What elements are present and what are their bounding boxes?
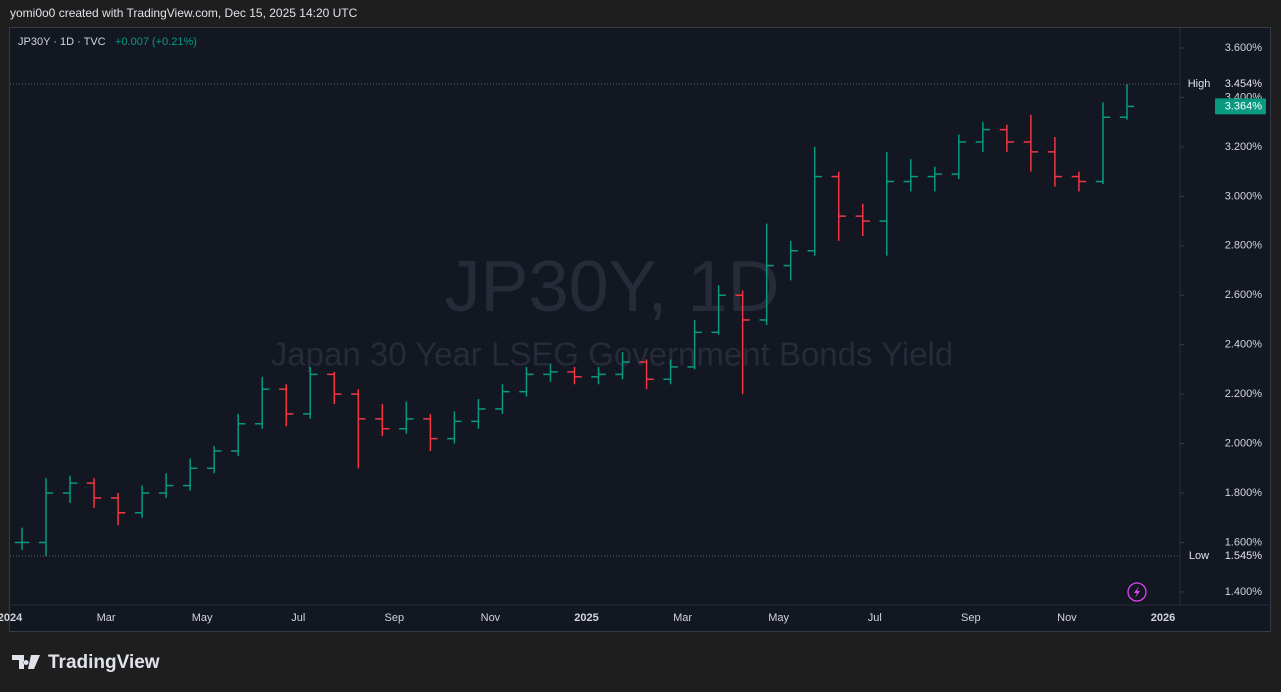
x-tick-label: Jul [868, 612, 882, 624]
price-label-name: High [1188, 78, 1211, 90]
y-tick-label: 2.800% [1225, 240, 1263, 252]
x-tick-label: May [768, 612, 789, 624]
ohlc-bar [1047, 137, 1063, 187]
ohlc-bar [399, 401, 414, 434]
y-tick-label: 3.200% [1225, 141, 1263, 153]
last-price-label: 3.364% [1225, 100, 1263, 112]
price-label-box [1218, 76, 1266, 93]
ohlc-bar [759, 223, 774, 325]
x-tick-label: Nov [1057, 612, 1077, 624]
ohlc-bar [1119, 84, 1135, 120]
x-tick-label: Mar [97, 612, 116, 624]
replay-icon-bolt [1134, 586, 1140, 598]
y-tick-label: 2.000% [1225, 437, 1263, 449]
ohlc-bar [663, 359, 678, 385]
ohlc-bar [519, 366, 534, 397]
ohlc-bar [134, 485, 150, 518]
ohlc-bar [975, 122, 991, 152]
ohlc-bar [255, 376, 270, 429]
ohlc-bar [1023, 114, 1039, 172]
change: +0.007 (+0.21%) [115, 36, 197, 48]
x-tick-label: May [192, 612, 213, 624]
x-tick-label: 2025 [574, 612, 598, 624]
ohlc-bar [206, 446, 222, 474]
y-tick-label: 2.200% [1225, 388, 1263, 400]
ohlc-bar [927, 166, 943, 192]
ohlc-bar [14, 527, 30, 550]
ohlc-bar [1071, 171, 1087, 192]
y-tick-label: 3.600% [1225, 42, 1263, 54]
ohlc-bar [567, 366, 582, 385]
ohlc-bar [351, 389, 366, 469]
price-label-box [1218, 548, 1266, 565]
x-tick-label: Nov [481, 612, 501, 624]
ohlc-bar [783, 240, 798, 281]
ohlc-bar [375, 404, 390, 437]
logo-mark [12, 655, 40, 669]
ohlc-bar [951, 134, 967, 180]
y-tick-label: 3.000% [1225, 190, 1263, 202]
watermark: JP30Y, 1D [445, 247, 780, 327]
ohlc-bar [327, 371, 342, 405]
ohlc-bar [158, 473, 174, 498]
ohlc-bar [182, 458, 198, 491]
ohlc-bar [639, 359, 654, 390]
y-tick-label: 2.600% [1225, 289, 1263, 301]
ohlc-bar [447, 411, 462, 444]
x-tick-label: 2026 [1151, 612, 1175, 624]
price-label-box [1182, 76, 1216, 93]
ohlc-bar [831, 171, 846, 241]
x-tick-label: 2024 [0, 612, 23, 624]
ohlc-bar [687, 319, 702, 370]
price-label-box [1182, 548, 1216, 565]
last-price-box [1215, 98, 1266, 115]
credit: yomi0o0 created with TradingView.com, De… [10, 6, 358, 20]
ohlc-bar [543, 364, 558, 382]
chart-pane [9, 27, 1271, 632]
ohlc-bar [711, 285, 726, 335]
ohlc-bar [999, 124, 1015, 152]
ohlc-bar [110, 493, 126, 526]
y-tick-label: 1.400% [1225, 586, 1263, 598]
ohlc-bar [303, 366, 318, 419]
ohlc-bar [1095, 102, 1111, 184]
brand: TradingView [48, 652, 160, 673]
ohlc-bar [279, 384, 294, 427]
ohlc-bar [471, 399, 486, 429]
replay-icon[interactable] [1127, 582, 1147, 602]
price-label-value: 3.454% [1225, 78, 1263, 90]
ohlc-bar [591, 366, 606, 385]
tradingview-logo [12, 655, 40, 669]
x-tick-label: Sep [385, 612, 405, 624]
ohlc-bar [615, 352, 630, 380]
price-label-name: Low [1189, 550, 1209, 562]
ohlc-bar [735, 290, 750, 395]
ohlc-bar [62, 475, 78, 503]
ohlc-bar [423, 413, 438, 451]
watermark-title: Japan 30 Year LSEG Government Bonds Yiel… [271, 336, 953, 373]
y-tick-label: 1.600% [1225, 536, 1263, 548]
price-label-value: 1.545% [1225, 550, 1263, 562]
ohlc-bar [86, 478, 102, 508]
ohlc-bar [807, 146, 822, 256]
ohlc-bar [855, 203, 870, 236]
symbol: JP30Y · 1D · TVC [18, 36, 106, 48]
y-tick-label: 1.800% [1225, 487, 1263, 499]
ohlc-bar [230, 413, 246, 456]
x-tick-label: Jul [291, 612, 305, 624]
ohlc-bar [879, 151, 894, 256]
y-tick-label: 2.400% [1225, 339, 1263, 351]
ohlc-bar [903, 159, 918, 192]
x-tick-label: Sep [961, 612, 981, 624]
ohlc-bar [38, 478, 54, 557]
x-tick-label: Mar [673, 612, 692, 624]
ohlc-bar [495, 384, 510, 414]
